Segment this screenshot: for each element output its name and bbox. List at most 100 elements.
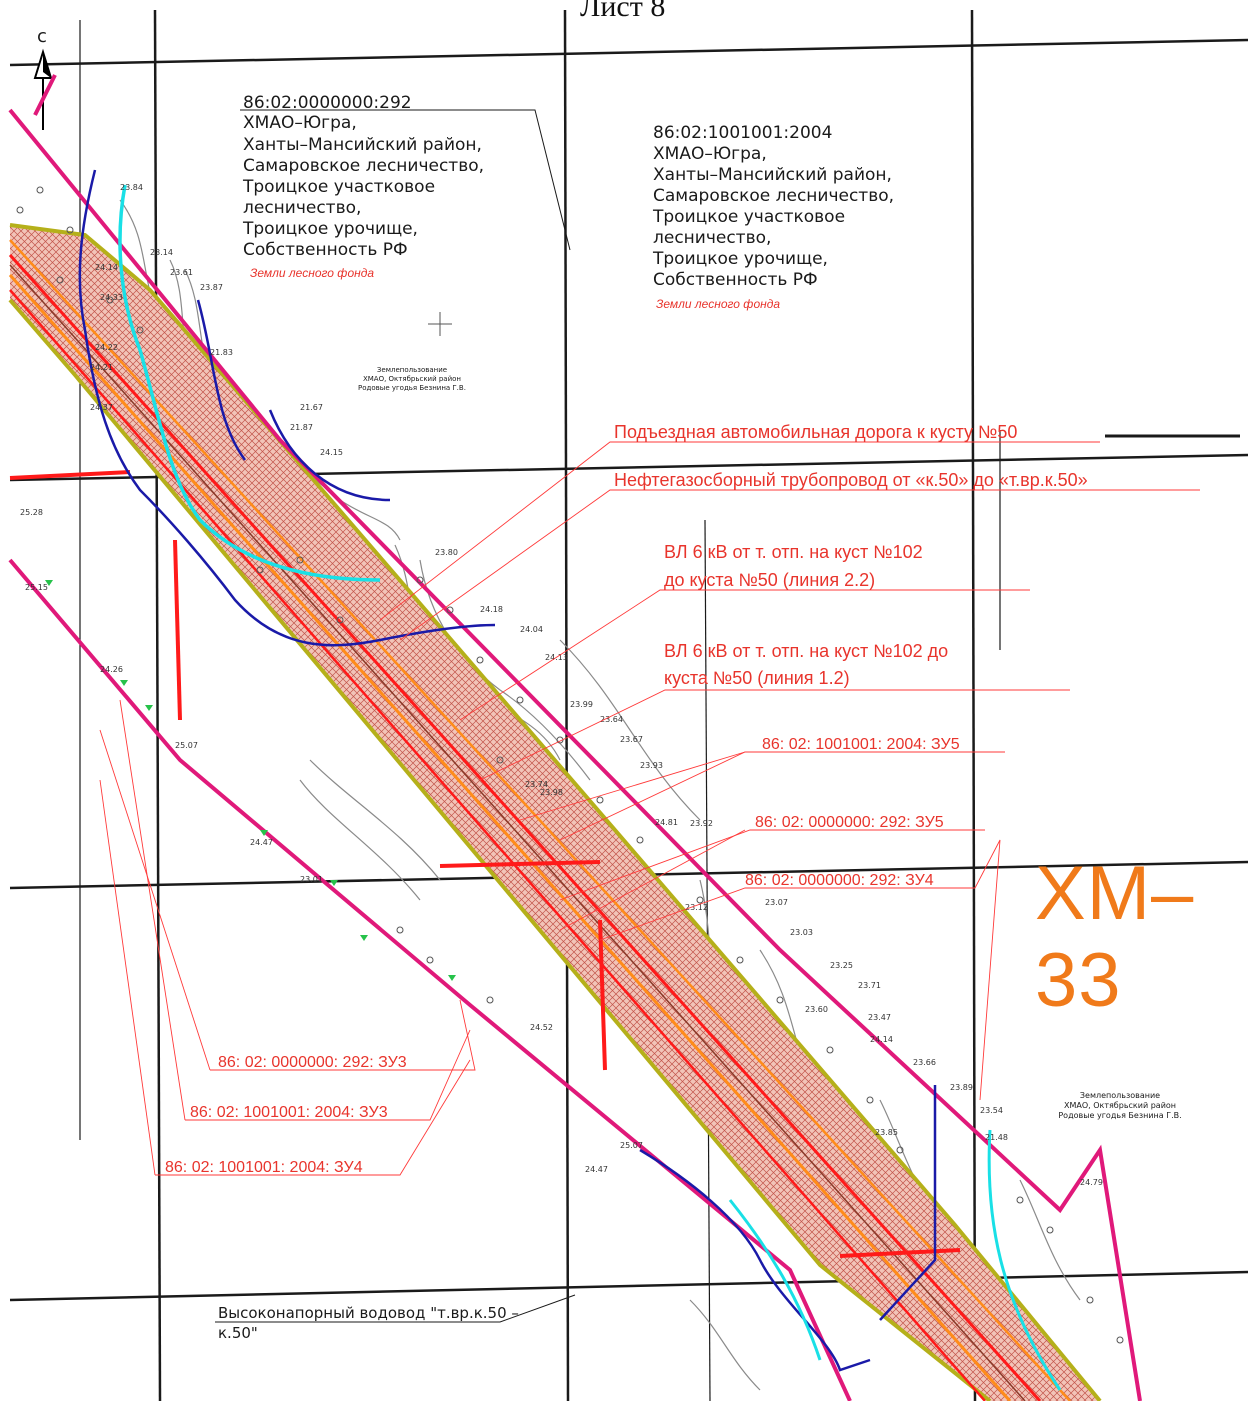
callout-vl12-line-2: куста №50 (линия 1.2) [664, 668, 850, 688]
parcel-292-leader [240, 109, 571, 251]
spot-height-label: 25.07 [620, 1141, 643, 1150]
parcel-292-category: Земли лесного фонда [250, 266, 374, 280]
spot-height-label: 23.12 [685, 903, 708, 912]
callout-leaders [99, 441, 1200, 1176]
spot-height-label: 23.60 [805, 1005, 828, 1014]
spot-height-label: 24.52 [530, 1023, 553, 1032]
callout-road: Подъездная автомобильная дорога к кусту … [614, 422, 1017, 442]
parcel-2004-category: Земли лесного фонда [656, 297, 780, 311]
spot-height-label: 23.54 [980, 1106, 1003, 1115]
spot-height-label: 23.84 [120, 183, 143, 192]
parcel-292-line-1: ХМАО–Югра, [243, 113, 357, 133]
land-user-b-line-1: ХМАО, Октябрьский район [1064, 1101, 1176, 1110]
spot-height-label: 23.64 [600, 715, 623, 724]
spot-height-label: 23.93 [640, 761, 663, 770]
water-leader [215, 1294, 576, 1323]
spot-height-label: 23.85 [875, 1128, 898, 1137]
parcel-2004-line-6: Троицкое урочище, [652, 249, 828, 269]
callout-water-line-1: Высоконапорный водовод "т.вр.к.50 – [218, 1304, 519, 1322]
parcel-292-line-6: Троицкое урочище, [242, 219, 418, 239]
spot-height-label: 25.28 [20, 508, 43, 517]
spot-height-label: 24.47 [585, 1165, 608, 1174]
spot-height-label: 24.15 [320, 448, 343, 457]
spot-height-label: 24.81 [655, 818, 678, 827]
land-user-label-top: Землепользование ХМАО, Октябрьский район… [358, 366, 466, 392]
spot-height-label: 23.14 [150, 248, 173, 257]
land-user-b-line-2: Родовые угодья Безнина Г.В. [1058, 1111, 1181, 1120]
spot-height-label: 24.18 [480, 605, 503, 614]
corridor-band [8, 223, 1102, 1401]
sheet-code: ХМ–33 [1035, 851, 1195, 1023]
parcel-292-line-5: лесничество, [243, 198, 361, 218]
parcel-2004-line-4: Троицкое участковое [652, 207, 845, 227]
spot-height-label: 23.03 [790, 928, 813, 937]
callout-zu-292-3: 86: 02: 0000000: 292: ЗУ3 [218, 1054, 407, 1071]
spot-height-label: 24.47 [250, 838, 273, 847]
spot-height-label: 23.47 [868, 1013, 891, 1022]
land-user-line-0: Землепользование [377, 366, 447, 374]
parcel-292-line-3: Самаровское лесничество, [243, 156, 484, 176]
parcel-292-line-4: Троицкое участковое [242, 177, 435, 197]
spot-height-label: 24.26 [100, 665, 123, 674]
callout-zu-2004-4: 86: 02: 1001001: 2004: ЗУ4 [165, 1159, 363, 1176]
callout-zu-292-4: 86: 02: 0000000: 292: ЗУ4 [745, 872, 934, 889]
callout-zu-292-5: 86: 02: 0000000: 292: ЗУ5 [755, 814, 944, 831]
spot-height-label: 23.98 [540, 788, 563, 797]
parcel-292-line-7: Собственность РФ [243, 240, 408, 260]
sheet-title: Лист 8 [580, 0, 666, 23]
parcel-2004-line-3: Самаровское лесничество, [653, 186, 894, 206]
parcel-boundaries [8, 74, 1142, 1401]
callout-vl22-line-2: до куста №50 (линия 2.2) [664, 570, 875, 590]
parcel-2004-line-5: лесничество, [653, 228, 771, 248]
marsh-symbols [45, 580, 456, 981]
linear-objects [8, 239, 1071, 1401]
spot-height-label: 23.99 [570, 700, 593, 709]
spot-height-label: 24.14 [95, 263, 118, 272]
spot-height-label: 24.22 [95, 343, 118, 352]
land-user-line-1: ХМАО, Октябрьский район [363, 375, 461, 383]
callout-zu-2004-3: 86: 02: 1001001: 2004: ЗУ3 [190, 1104, 388, 1121]
spot-height-label: 23.80 [435, 548, 458, 557]
spot-height-label: 24.14 [870, 1035, 893, 1044]
spot-height-label: 23.61 [170, 268, 193, 277]
spot-height-label: 24.37 [90, 403, 113, 412]
spot-height-label: 24.33 [100, 293, 123, 302]
spot-height-label: 23.71 [858, 981, 881, 990]
spot-height-label: 23.87 [200, 283, 223, 292]
spot-height-label: 21.67 [300, 403, 323, 412]
spot-height-label: 23.66 [913, 1058, 936, 1067]
spot-height-label: 24.04 [520, 625, 543, 634]
vegetation-symbols [16, 186, 1124, 1344]
spot-height-label: 21.48 [985, 1133, 1008, 1142]
land-user-label-bottom: Землепользование ХМАО, Октябрьский район… [1058, 1091, 1181, 1120]
north-label: с [37, 26, 47, 47]
parcel-2004-label: 86:02:1001001:2004 ХМАО–Югра, Ханты–Манс… [652, 123, 894, 311]
water-lines [78, 169, 1062, 1391]
spot-height-label: 23.89 [950, 1083, 973, 1092]
callout-pipeline: Нефтегазосборный трубопровод от «к.50» д… [614, 470, 1088, 490]
parcel-292-line-0: 86:02:0000000:292 [243, 93, 412, 113]
parcel-292-label: 86:02:0000000:292 ХМАО–Югра, Ханты–Манси… [242, 93, 484, 280]
spot-height-label: 23.07 [765, 898, 788, 907]
spot-height-label: 23.92 [690, 819, 713, 828]
spot-height-label: 24.79 [1080, 1178, 1103, 1187]
north-arrow-icon: с [33, 26, 53, 130]
parcel-2004-line-2: Ханты–Мансийский район, [653, 165, 892, 185]
parcel-2004-line-7: Собственность РФ [653, 270, 818, 290]
land-user-b-line-0: Землепользование [1080, 1091, 1160, 1100]
callout-water-line-2: к.50" [218, 1324, 258, 1342]
spot-height-label: 24.21 [90, 363, 113, 372]
parcel-2004-line-0: 86:02:1001001:2004 [653, 123, 832, 143]
spot-height-label: 23.67 [620, 735, 643, 744]
spot-height-label: 23.01 [300, 875, 323, 884]
parcel-292-line-2: Ханты–Мансийский район, [243, 135, 482, 155]
callouts: Подъездная автомобильная дорога к кусту … [165, 422, 1240, 1342]
land-user-line-2: Родовые угодья Безнина Г.В. [358, 384, 466, 392]
spot-height-label: 25.15 [25, 583, 48, 592]
spot-height-label: 21.83 [210, 348, 233, 357]
spot-height-label: 23.25 [830, 961, 853, 970]
spot-height-label: 23.74 [525, 780, 548, 789]
callout-vl22-line-1: ВЛ 6 кВ от т. отп. на куст №102 [664, 542, 923, 562]
spot-height-label: 21.87 [290, 423, 313, 432]
